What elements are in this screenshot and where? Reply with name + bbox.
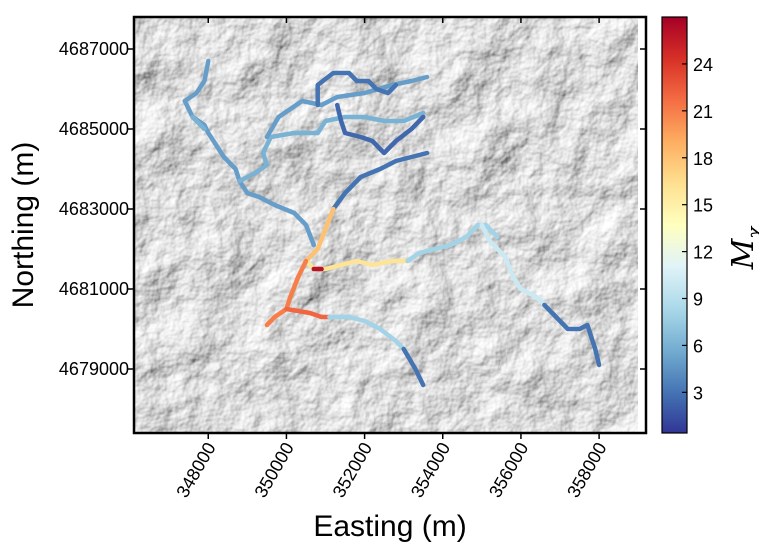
x-axis-title: Easting (m) (313, 510, 466, 543)
y-axis-title: Northing (m) (7, 142, 40, 309)
y-tick-label: 4681000 (59, 279, 129, 299)
channel-segment (542, 302, 602, 368)
colorbar-tick-label: 12 (693, 243, 713, 263)
channel-segment (237, 110, 426, 184)
channel-segment (190, 114, 207, 132)
y-tick-label: 4683000 (59, 199, 129, 219)
channel-segment (303, 206, 336, 264)
channel-network (182, 58, 602, 388)
colorbar-title: Mχ (726, 225, 759, 271)
colorbar-bar (661, 16, 688, 434)
y-tick-label: 4679000 (59, 359, 129, 379)
hillshade-tone (134, 17, 646, 433)
colorbar-tick-label: 24 (693, 55, 713, 75)
colorbar-tick-label: 21 (693, 102, 713, 122)
y-axis: 4679000 4681000 4683000 4685000 4687000 (59, 39, 646, 379)
channel-segment (264, 74, 430, 140)
channel-segment (479, 222, 547, 308)
channel-segment (331, 150, 430, 212)
channel-segment (264, 258, 309, 328)
x-tick-label: 348000 (172, 439, 219, 501)
colorbar-tick-label: 9 (693, 290, 703, 310)
channel-segment (284, 306, 332, 320)
channel-segment (182, 58, 317, 248)
colorbar-tick-label: 6 (693, 336, 703, 356)
y-tick-label: 4687000 (59, 39, 129, 59)
colorbar-title-sub: χ (742, 225, 759, 241)
nodata-strip (638, 17, 646, 433)
y-tick-label: 4685000 (59, 119, 129, 139)
channel-segment (405, 222, 500, 264)
x-tick-label: 354000 (407, 439, 454, 501)
map-frame (132, 15, 648, 435)
colorbar-tick-label: 15 (693, 196, 713, 216)
map-panel (134, 17, 646, 433)
channel-segment (327, 314, 406, 352)
colorbar-tick-label: 3 (693, 383, 703, 403)
x-tick-label: 352000 (329, 439, 376, 501)
colorbar-tick-label: 18 (693, 149, 713, 169)
x-tick-label: 358000 (563, 439, 610, 501)
channel-segment (315, 70, 399, 108)
channel-segment (401, 346, 426, 388)
colorbar-title-main: M (726, 237, 759, 270)
colorbar-ticks: 3 6 9 12 15 18 21 24 (682, 55, 713, 403)
channel-segment (334, 102, 426, 156)
colorbar: 3 6 9 12 15 18 21 24 Mχ (661, 16, 759, 434)
x-tick-label: 356000 (485, 439, 532, 501)
x-tick-label: 350000 (251, 439, 298, 501)
